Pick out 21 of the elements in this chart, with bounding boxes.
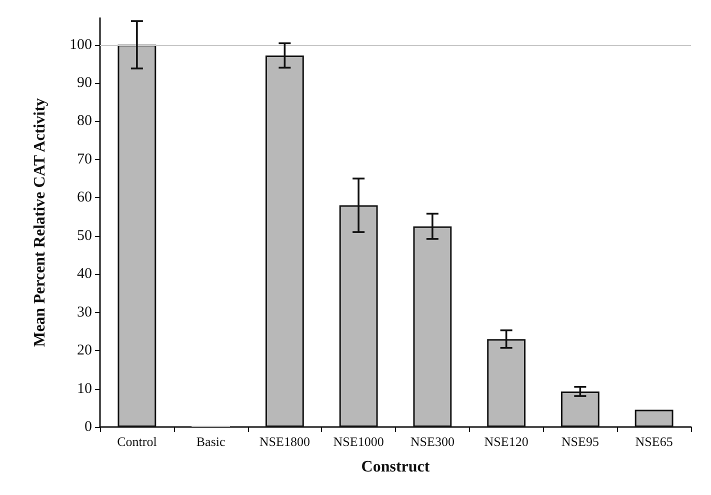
y-tick-label: 60 — [77, 190, 92, 206]
y-tick-label: 90 — [77, 74, 92, 91]
x-tick-label: Control — [117, 434, 158, 449]
y-tick-label: 30 — [77, 304, 92, 320]
y-tick-label: 0 — [84, 419, 92, 435]
x-tick-label: NSE95 — [561, 434, 599, 449]
x-tick-label: Basic — [196, 434, 226, 449]
x-axis-title: Construct — [361, 458, 430, 476]
x-tick-label: NSE300 — [410, 434, 454, 449]
x-tick-label: NSE1000 — [333, 434, 384, 449]
y-tick-label: 10 — [77, 380, 92, 397]
y-tick-label: 80 — [77, 113, 92, 130]
y-tick-label: 100 — [70, 36, 92, 53]
x-tick-label: NSE65 — [635, 434, 673, 449]
y-tick-label: 70 — [77, 151, 92, 168]
y-axis-title: Mean Percent Relative CAT Activity — [32, 98, 48, 347]
x-tick-label: NSE120 — [484, 434, 528, 449]
x-tick-label: NSE1800 — [259, 434, 310, 449]
y-tick-label: 40 — [77, 266, 92, 282]
y-tick-label: 50 — [77, 228, 92, 244]
y-tick-label: 20 — [77, 342, 92, 359]
